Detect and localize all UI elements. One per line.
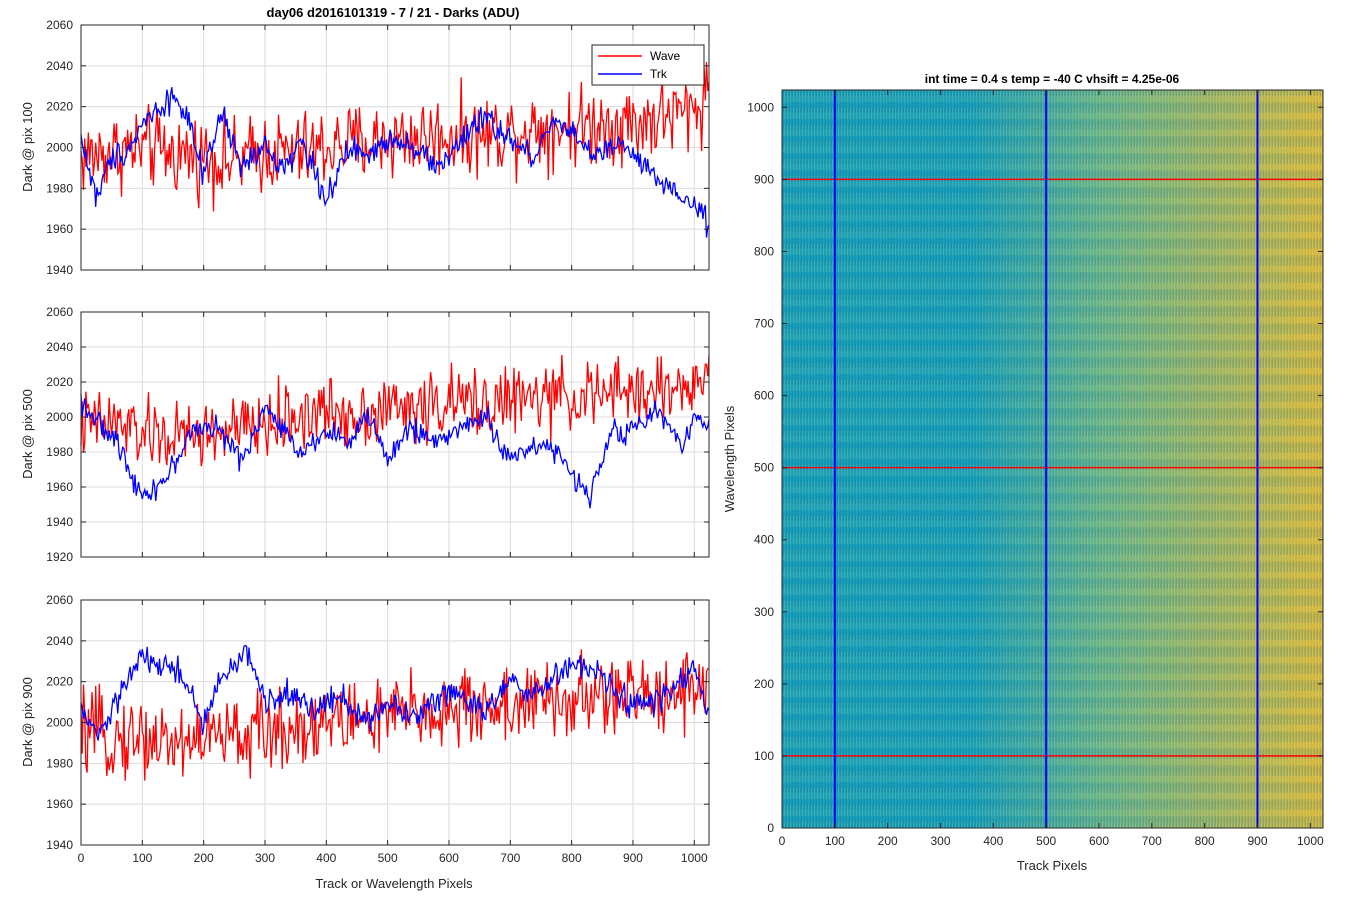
legend-label-trk: Trk bbox=[650, 67, 668, 81]
x-tick-label: 800 bbox=[1195, 834, 1215, 848]
y-tick-label: 2020 bbox=[46, 100, 73, 114]
line-panel-pix-500: 1920 1940 1960 1980 2000 2020 2040 2060 Dark @ … bbox=[20, 305, 710, 564]
y-tick-label: 2020 bbox=[46, 675, 73, 689]
line-panel-pix-100: 1940 1960 1980 2000 2020 2040 2060 Dark @ pix … bbox=[20, 18, 710, 277]
y-tick-label: 1960 bbox=[46, 797, 73, 811]
plot-frame bbox=[80, 311, 710, 558]
y-tick-label: 0 bbox=[767, 821, 774, 835]
y-tick-label: 1940 bbox=[46, 838, 73, 852]
x-tick-label: 400 bbox=[316, 851, 336, 865]
legend: Wave Trk bbox=[591, 44, 705, 86]
y-tick-label: 500 bbox=[754, 461, 774, 475]
x-tick-label: 1000 bbox=[1297, 834, 1324, 848]
series-line-wave bbox=[80, 649, 710, 781]
y-tick-label: 2040 bbox=[46, 59, 73, 73]
x-tick-label: 200 bbox=[878, 834, 898, 848]
y-tick-label: 2060 bbox=[46, 305, 73, 319]
y-axis-label: Dark @ pix 500 bbox=[20, 389, 35, 479]
x-tick-label: 700 bbox=[500, 851, 520, 865]
x-tick-label: 900 bbox=[1247, 834, 1267, 848]
y-tick-label: 2040 bbox=[46, 340, 73, 354]
x-tick-label: 0 bbox=[779, 834, 786, 848]
x-tick-label: 400 bbox=[983, 834, 1003, 848]
y-tick-label: 700 bbox=[754, 317, 774, 331]
figure-title: day06 d2016101319 - 7 / 21 - Darks (ADU) bbox=[267, 5, 520, 20]
y-tick-label: 1980 bbox=[46, 445, 73, 459]
x-tick-label: 100 bbox=[825, 834, 845, 848]
y-tick-label: 1980 bbox=[46, 181, 73, 195]
x-tick-label: 500 bbox=[1036, 834, 1056, 848]
y-tick-label: 800 bbox=[754, 244, 774, 258]
x-tick-label: 600 bbox=[1089, 834, 1109, 848]
y-tick-label: 2000 bbox=[46, 410, 73, 424]
x-tick-label: 600 bbox=[439, 851, 459, 865]
y-tick-label: 200 bbox=[754, 677, 774, 691]
x-tick-label: 100 bbox=[132, 851, 152, 865]
heatmap-texture bbox=[782, 90, 1323, 828]
series-line-trk bbox=[80, 87, 710, 238]
x-tick-label: 1000 bbox=[681, 851, 708, 865]
y-tick-label: 900 bbox=[754, 172, 774, 186]
series-line-trk bbox=[80, 394, 710, 509]
y-axis-label: Dark @ pix 900 bbox=[20, 677, 35, 767]
legend-label-wave: Wave bbox=[650, 49, 681, 63]
heatmap-title: int time = 0.4 s temp = -40 C vhsift = 4… bbox=[925, 72, 1180, 86]
x-tick-label: 0 bbox=[78, 851, 85, 865]
y-tick-label: 100 bbox=[754, 749, 774, 763]
y-tick-label: 300 bbox=[754, 605, 774, 619]
y-tick-label: 2000 bbox=[46, 141, 73, 155]
y-tick-label: 1960 bbox=[46, 480, 73, 494]
x-tick-label: 800 bbox=[562, 851, 582, 865]
series-line-wave bbox=[80, 354, 710, 467]
series-line-trk bbox=[80, 644, 710, 741]
x-tick-label: 700 bbox=[1142, 834, 1162, 848]
series-line-wave bbox=[80, 62, 710, 212]
y-tick-label: 600 bbox=[754, 389, 774, 403]
y-tick-label: 1920 bbox=[46, 550, 73, 564]
y-axis-label: Dark @ pix 100 bbox=[20, 102, 35, 192]
y-tick-label: 1940 bbox=[46, 263, 73, 277]
x-tick-label: 500 bbox=[378, 851, 398, 865]
y-tick-label: 2060 bbox=[46, 18, 73, 32]
y-tick-label: 1940 bbox=[46, 515, 73, 529]
y-tick-label: 1980 bbox=[46, 756, 73, 770]
y-tick-label: 2000 bbox=[46, 716, 73, 730]
x-tick-label: 300 bbox=[255, 851, 275, 865]
x-tick-label: 200 bbox=[194, 851, 214, 865]
plot-frame bbox=[781, 89, 1324, 829]
y-tick-label: 2020 bbox=[46, 375, 73, 389]
y-tick-label: 400 bbox=[754, 533, 774, 547]
x-tick-label: 900 bbox=[623, 851, 643, 865]
heatmap-panel: int time = 0.4 s temp = -40 C vhsift = 4… bbox=[722, 72, 1324, 873]
y-tick-label: 2040 bbox=[46, 634, 73, 648]
x-axis-label: Track Pixels bbox=[1017, 858, 1088, 873]
x-tick-label: 300 bbox=[930, 834, 950, 848]
y-tick-label: 2060 bbox=[46, 593, 73, 607]
figure-xlabel: Track or Wavelength Pixels bbox=[315, 876, 473, 891]
y-axis-label: Wavelength Pixels bbox=[722, 405, 737, 512]
y-tick-label: 1000 bbox=[747, 100, 774, 114]
y-tick-label: 1960 bbox=[46, 222, 73, 236]
line-panel-pix-900: 0 100 200 300 400 500 600 700 800 900 1000 1940 1960… bbox=[20, 593, 710, 865]
